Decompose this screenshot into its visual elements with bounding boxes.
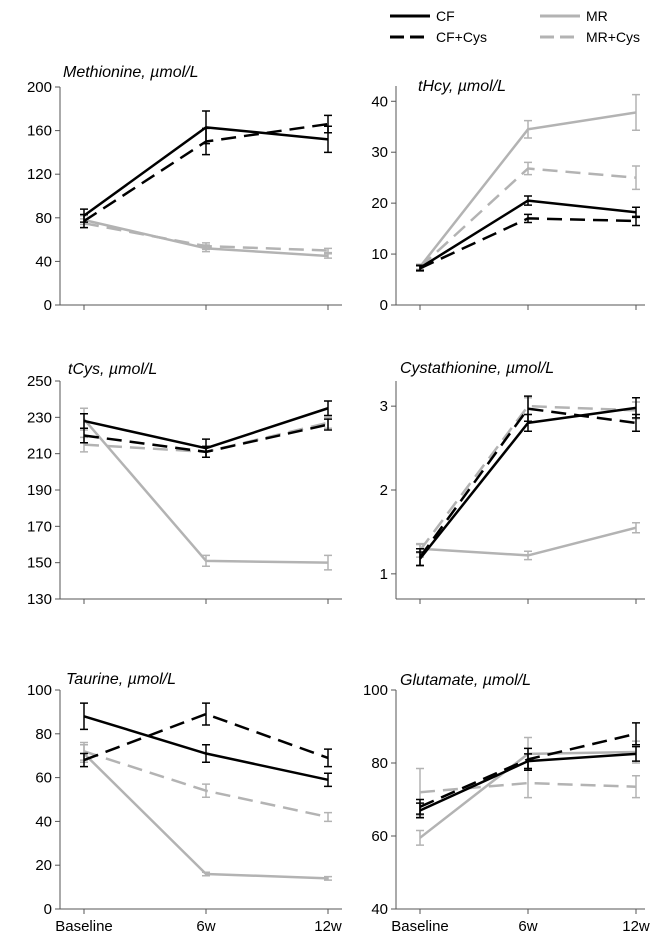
chart-panel-taurine: Taurine, µmol/L 0 20 40 60 80 100 Baseline 6w 12w [27,671,342,934]
series-line-cf [83,715,329,782]
series-line-cf-cys [83,712,329,762]
x-tick-label-6w: 6w [196,918,215,934]
y-tick-label: 170 [27,518,52,535]
series-cf [80,110,332,223]
series-cf [416,397,640,567]
error-bar [80,412,88,429]
series-line-cf [83,126,329,217]
error-bar [324,418,332,431]
panel-title: tHcy, µmol/L [418,78,506,95]
series-line-mr [83,418,329,564]
x-tick-label-baseline: Baseline [391,918,449,934]
series-line-cf [419,752,637,812]
y-tick-label: 10 [371,246,388,263]
y-tick-label: 150 [27,555,52,572]
y-tick-label: 40 [371,93,388,110]
error-bar [632,722,640,746]
y-tick-label: 120 [27,166,52,183]
y-tick-label: 160 [27,123,52,140]
panel-title: Taurine, µmol/L [66,671,176,688]
chart-panel-thcy: tHcy, µmol/L 0 10 20 30 40 [371,78,645,314]
series-line-mr [83,218,329,258]
series-cf [416,745,640,819]
error-bar [202,702,210,726]
error-bar [416,551,424,567]
series-cf-cys [416,213,640,272]
y-tick-label: 100 [363,682,388,699]
series-cf [80,702,332,788]
y-tick-label: 0 [380,297,388,314]
y-tick-label: 200 [27,79,52,96]
series-line-mr [83,752,329,880]
y-tick-label: 210 [27,446,52,463]
panel-title: Glutamate, µmol/L [400,672,531,689]
series-line-mr [419,526,637,557]
y-tick-label: 40 [35,253,52,270]
series-cf-cys [80,702,332,768]
y-tick-label: 80 [371,755,388,772]
chart-panel-methionine: Methionine, µmol/L 0 40 80 120 160 200 [27,64,342,314]
series-mr [80,744,332,881]
y-tick-label: 20 [371,195,388,212]
series-line-cf [83,407,329,450]
y-tick-label: 40 [35,813,52,830]
legend-label-cf: CF [436,8,455,24]
y-tick-label: 0 [44,297,52,314]
y-tick-label: 250 [27,373,52,390]
series-line-mr-cys [83,750,329,819]
y-tick-label: 3 [380,398,388,415]
legend-label-mr-cys: MR+Cys [586,29,640,45]
series-mr [80,214,332,259]
y-tick-label: 2 [380,482,388,499]
y-tick-label: 80 [35,726,52,743]
legend: CF MR CF+Cys MR+Cys [390,8,640,45]
series-cf [416,195,640,272]
y-tick-label: 100 [27,682,52,699]
x-tick-label-12w: 12w [314,918,342,934]
y-tick-label: 30 [371,144,388,161]
series-mr [416,521,640,561]
y-tick-label: 40 [371,901,388,918]
legend-label-cf-cys: CF+Cys [436,29,487,45]
y-tick-label: 130 [27,591,52,608]
panel-title: tCys, µmol/L [68,361,157,378]
series-mr-cys [416,767,640,817]
panel-title: Methionine, µmol/L [63,64,199,81]
y-tick-label: 1 [380,566,388,583]
chart-panel-glutamate: Glutamate, µmol/L 40 60 80 100 Baseline 6w 12w [363,672,650,934]
error-bar [324,247,332,254]
chart-panel-cystathionine: Cystathionine, µmol/L 1 2 3 [380,360,645,604]
series-mr [416,93,640,271]
y-tick-label: 190 [27,482,52,499]
series-line-cf [419,406,637,560]
chart-panel-tcys: tCys, µmol/L 130 150 170 190 210 230 250 [27,361,342,608]
series-line-mr-cys [419,781,637,794]
series-line-mr [419,111,637,268]
series-line-cf [419,199,637,269]
y-tick-label: 20 [35,857,52,874]
x-tick-label-baseline: Baseline [55,918,113,934]
series-line-cf-cys [419,217,637,270]
y-tick-label: 0 [44,901,52,918]
y-tick-label: 230 [27,409,52,426]
y-tick-label: 60 [371,828,388,845]
y-tick-label: 80 [35,210,52,227]
series-cf [80,400,332,459]
error-bar [632,397,640,419]
error-bar [632,206,640,219]
legend-label-mr: MR [586,8,608,24]
series-line-mr-cys [418,404,637,552]
series-line-cf-cys [418,407,637,558]
x-tick-label-12w: 12w [622,918,650,934]
error-bar [632,93,640,132]
series-line-mr-cys [419,167,637,269]
y-tick-label: 60 [35,770,52,787]
panel-title: Cystathionine, µmol/L [400,360,554,377]
x-tick-label-6w: 6w [518,918,537,934]
